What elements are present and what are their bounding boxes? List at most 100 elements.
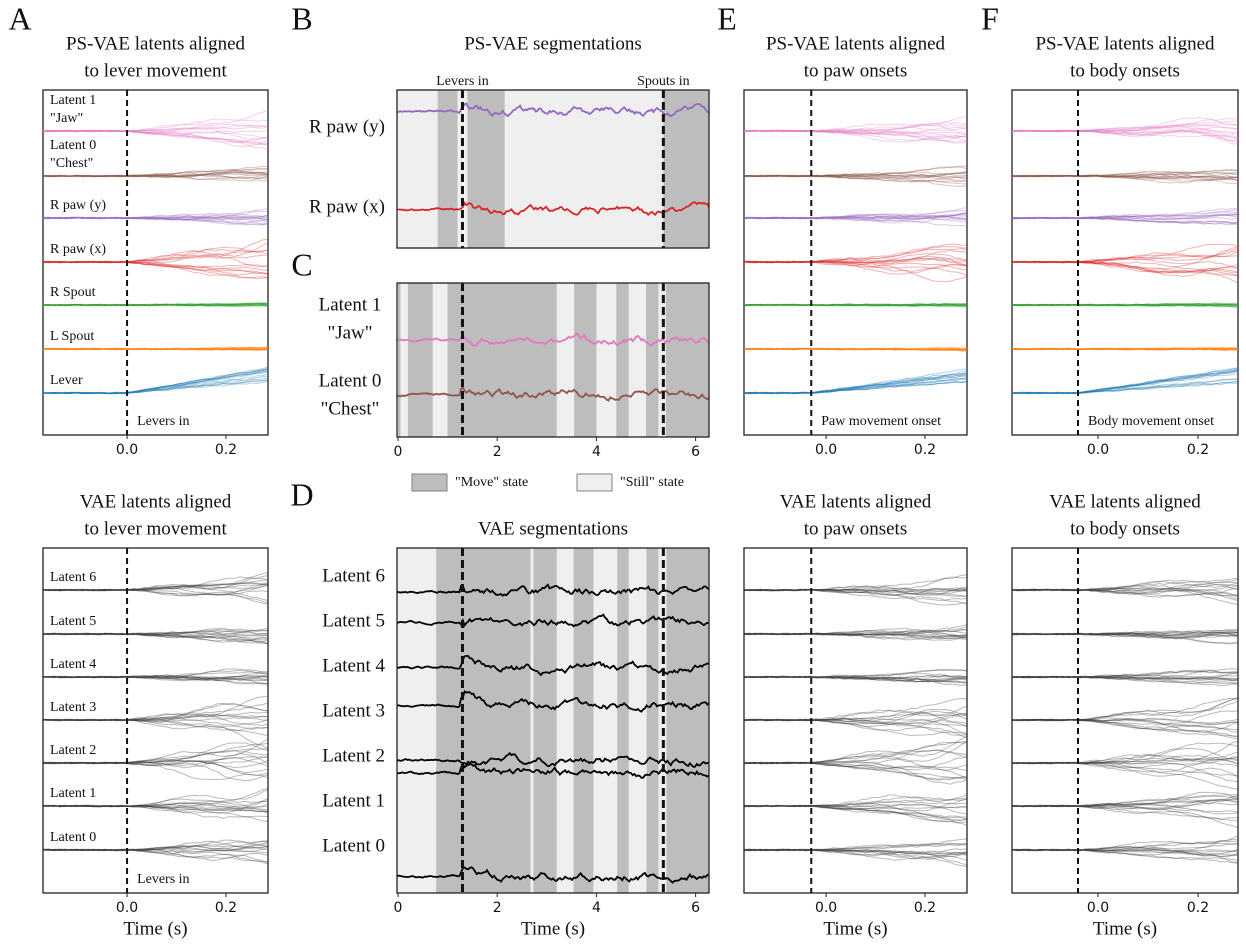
trace	[42, 260, 269, 279]
trace	[42, 761, 269, 781]
x-tick-label: 0.0	[116, 442, 138, 458]
trace	[743, 711, 968, 727]
trace	[42, 216, 269, 225]
trace	[42, 303, 269, 307]
trace	[396, 583, 710, 597]
trace	[743, 347, 968, 351]
trace	[743, 675, 968, 684]
trace	[1012, 207, 1239, 220]
trace	[1011, 804, 1239, 813]
trace	[42, 216, 269, 220]
traces	[42, 572, 269, 865]
trace	[743, 705, 968, 722]
move-segment	[617, 548, 629, 893]
trace	[1011, 757, 1239, 765]
row-label: Latent 3	[50, 700, 96, 715]
trace	[42, 366, 269, 395]
trace	[743, 302, 968, 307]
trace	[42, 759, 269, 769]
trace	[743, 216, 968, 224]
trace	[43, 669, 269, 679]
trace	[743, 804, 968, 822]
trace	[42, 757, 269, 767]
panel-title: VAE segmentations	[478, 518, 628, 539]
trace	[743, 260, 967, 267]
trace	[1011, 581, 1239, 592]
trace	[42, 668, 268, 679]
trace	[42, 249, 269, 264]
trace	[743, 302, 968, 307]
trace	[1011, 371, 1239, 395]
trace	[1011, 129, 1239, 144]
trace	[743, 347, 968, 351]
trace	[743, 710, 968, 723]
trace	[743, 212, 968, 221]
trace	[743, 123, 968, 137]
trace	[1011, 848, 1239, 861]
trace	[42, 248, 269, 264]
row-label: Latent 1	[322, 790, 385, 811]
trace	[1011, 710, 1239, 725]
trace	[1011, 303, 1239, 307]
trace	[743, 370, 968, 395]
trace	[42, 216, 269, 223]
trace	[743, 761, 968, 779]
trace	[743, 171, 968, 178]
trace	[42, 214, 269, 221]
trace	[1011, 369, 1239, 395]
move-segment	[467, 90, 505, 248]
trace	[1011, 718, 1239, 733]
trace	[1011, 840, 1239, 852]
trace	[396, 102, 710, 118]
trace	[743, 347, 968, 351]
trace	[42, 840, 269, 852]
x-axis-label: Time (s)	[823, 918, 887, 939]
trace	[42, 804, 269, 811]
trace	[1011, 260, 1239, 274]
row-label: Latent 4	[322, 655, 385, 676]
move-segment	[573, 548, 594, 893]
trace	[1011, 260, 1239, 284]
trace	[42, 367, 269, 395]
trace	[42, 804, 269, 812]
trace	[43, 346, 269, 351]
trace	[743, 174, 968, 187]
trace	[1011, 303, 1239, 307]
trace	[1011, 213, 1239, 220]
panel-title: to paw onsets	[804, 60, 907, 81]
trace	[743, 804, 968, 824]
trace	[1011, 718, 1239, 731]
trace	[743, 848, 968, 855]
trace	[743, 257, 968, 264]
trace	[42, 675, 269, 682]
x-tick-label: 0.0	[116, 900, 138, 916]
trace	[42, 246, 269, 264]
annotation: Paw movement onset	[821, 414, 941, 429]
trace	[1011, 629, 1239, 636]
x-tick-label: 4	[592, 900, 601, 916]
trace	[743, 842, 968, 852]
trace	[42, 675, 269, 685]
trace	[1012, 795, 1239, 808]
trace	[43, 750, 269, 765]
trace	[42, 170, 269, 178]
trace	[1011, 578, 1239, 592]
trace	[1011, 378, 1239, 395]
trace	[743, 216, 968, 221]
trace	[1011, 175, 1239, 179]
trace	[743, 627, 968, 636]
x-tick-label: 0.0	[815, 442, 837, 458]
trace	[42, 216, 269, 226]
trace	[743, 804, 968, 809]
move-segment	[646, 283, 659, 437]
trace	[743, 377, 968, 395]
move-segment	[665, 283, 709, 437]
trace	[1011, 211, 1238, 220]
trace	[42, 379, 269, 395]
trace	[743, 741, 968, 765]
trace	[1012, 583, 1239, 592]
trace	[1012, 631, 1239, 636]
trace	[1011, 795, 1239, 808]
trace	[42, 260, 269, 268]
trace	[42, 588, 269, 602]
